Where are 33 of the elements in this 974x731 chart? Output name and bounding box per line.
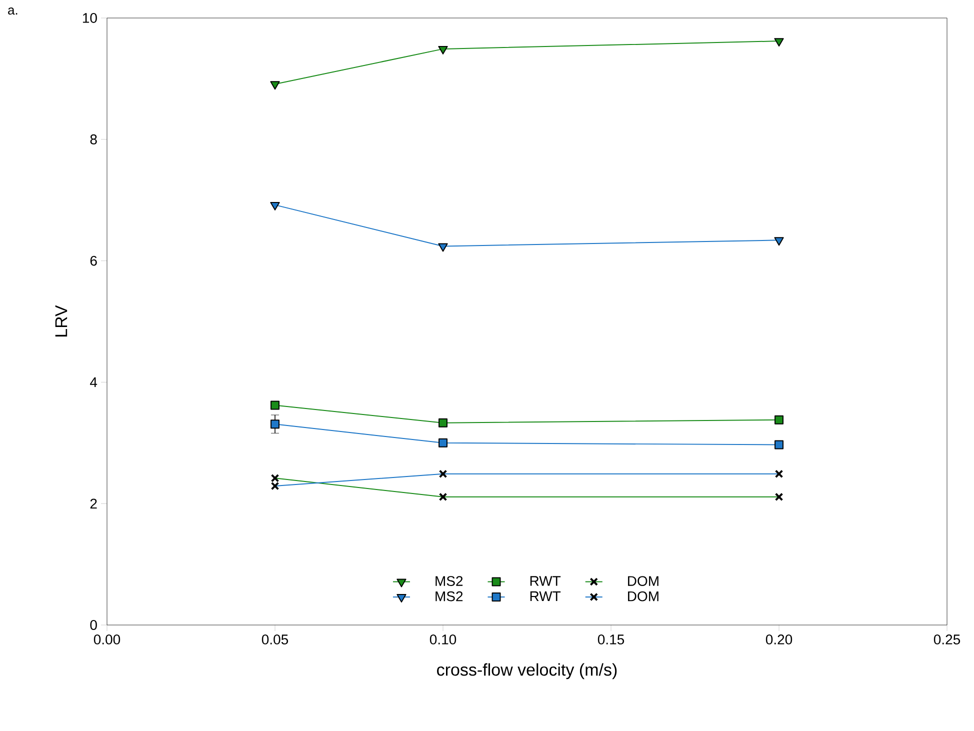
point: [438, 243, 448, 252]
point: [438, 418, 448, 428]
y-tick-label: 6: [90, 256, 97, 266]
legend-label: RWT: [530, 591, 561, 602]
x-tick-label: 0.10: [430, 634, 456, 644]
text: a.: [8, 8, 18, 15]
point: [438, 46, 448, 54]
y-tick-label: 8: [90, 134, 97, 144]
y-tick-label: 2: [90, 498, 97, 508]
point: [270, 400, 280, 410]
point: [774, 415, 784, 424]
x-tick-label: 0.15: [598, 634, 624, 644]
point: [438, 438, 448, 448]
x-tick-label: 0.05: [262, 634, 288, 644]
legend-label: MS2: [436, 576, 463, 586]
point: [774, 237, 784, 246]
y-tick-label: 10: [82, 13, 97, 23]
legend-label: RWT: [530, 576, 561, 586]
point: [774, 440, 784, 450]
x-tick-label: 0.00: [94, 634, 120, 644]
point: [270, 202, 280, 210]
point: [270, 420, 280, 429]
point: [270, 81, 280, 90]
legend-label: MS2: [436, 591, 463, 602]
x-axis-title: cross-flow velocity (m/s): [437, 663, 617, 680]
x-tick-label: 0.25: [934, 634, 960, 644]
y-tick-label: 4: [90, 377, 98, 388]
legend-label: DOM: [628, 591, 658, 602]
y-tick-label: 0: [90, 620, 97, 630]
x-tick-label: 0.20: [766, 634, 792, 644]
legend-label: DOM: [628, 576, 658, 586]
y-axis-title: LRV: [55, 305, 68, 336]
point: [774, 38, 784, 47]
